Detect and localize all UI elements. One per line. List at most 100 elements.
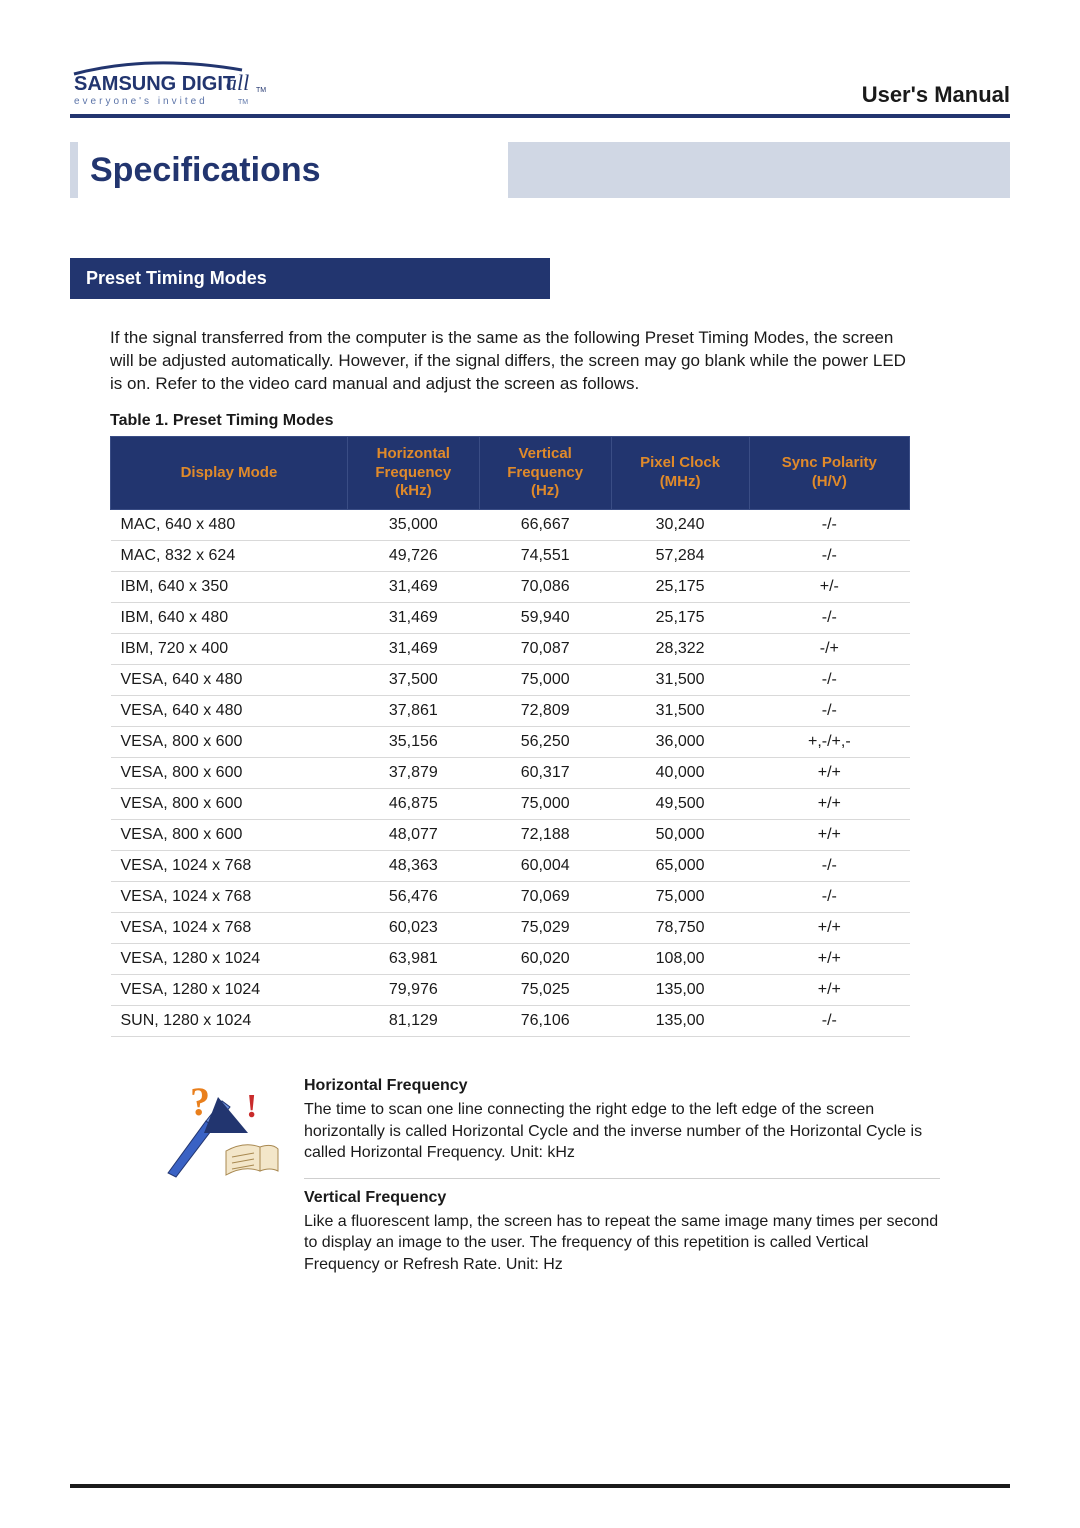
- table-row: SUN, 1280 x 102481,12976,106135,00-/-: [111, 1006, 910, 1037]
- brand-logo: SAMSUNG DIGIT all TM everyone's invited …: [70, 60, 280, 108]
- table-cell: 56,250: [479, 727, 611, 758]
- table-row: MAC, 832 x 62449,72674,55157,284-/-: [111, 541, 910, 572]
- table-cell: 135,00: [611, 975, 749, 1006]
- table-cell: 49,726: [347, 541, 479, 572]
- table-cell: 36,000: [611, 727, 749, 758]
- table-cell: 75,029: [479, 913, 611, 944]
- samsung-digitall-logo-icon: SAMSUNG DIGIT all TM everyone's invited …: [70, 60, 280, 108]
- section-intro: If the signal transferred from the compu…: [110, 327, 910, 396]
- table-cell: 31,469: [347, 634, 479, 665]
- table-cell: VESA, 800 x 600: [111, 789, 348, 820]
- table-header-cell: Sync Polarity(H/V): [749, 436, 909, 509]
- table-cell: 70,069: [479, 882, 611, 913]
- manual-title: User's Manual: [862, 82, 1010, 108]
- definitions-block: ? ! Horizontal FrequencyThe time to scan…: [160, 1077, 940, 1290]
- table-cell: VESA, 640 x 480: [111, 665, 348, 696]
- table-cell: MAC, 640 x 480: [111, 510, 348, 541]
- table-cell: 48,077: [347, 820, 479, 851]
- table-cell: 74,551: [479, 541, 611, 572]
- table-cell: +/+: [749, 975, 909, 1006]
- table-row: VESA, 1024 x 76848,36360,00465,000-/-: [111, 851, 910, 882]
- page-title: Specifications: [90, 151, 321, 190]
- page-header: SAMSUNG DIGIT all TM everyone's invited …: [70, 60, 1010, 118]
- table-cell: -/-: [749, 851, 909, 882]
- table-cell: 50,000: [611, 820, 749, 851]
- table-cell: -/-: [749, 541, 909, 572]
- table-cell: -/-: [749, 603, 909, 634]
- table-cell: 31,469: [347, 603, 479, 634]
- table-cell: VESA, 1024 x 768: [111, 913, 348, 944]
- table-cell: IBM, 640 x 350: [111, 572, 348, 603]
- table-cell: 75,000: [611, 882, 749, 913]
- table-cell: +/+: [749, 758, 909, 789]
- table-cell: 25,175: [611, 572, 749, 603]
- definition-separator: [304, 1178, 940, 1179]
- svg-text:?: ?: [190, 1079, 210, 1124]
- table-cell: 60,023: [347, 913, 479, 944]
- table-header-cell: HorizontalFrequency(kHz): [347, 436, 479, 509]
- table-cell: +/+: [749, 789, 909, 820]
- table-cell: 60,020: [479, 944, 611, 975]
- table-cell: 59,940: [479, 603, 611, 634]
- table-cell: 66,667: [479, 510, 611, 541]
- table-cell: 31,469: [347, 572, 479, 603]
- table-cell: +/+: [749, 820, 909, 851]
- table-cell: VESA, 640 x 480: [111, 696, 348, 727]
- table-cell: 60,317: [479, 758, 611, 789]
- table-row: VESA, 800 x 60046,87575,00049,500+/+: [111, 789, 910, 820]
- svg-text:all: all: [226, 70, 249, 95]
- timing-modes-table: Display ModeHorizontalFrequency(kHz)Vert…: [110, 436, 910, 1037]
- table-cell: VESA, 1024 x 768: [111, 882, 348, 913]
- title-bar: Specifications: [70, 142, 1010, 198]
- table-cell: 30,240: [611, 510, 749, 541]
- table-cell: -/-: [749, 1006, 909, 1037]
- table-cell: IBM, 640 x 480: [111, 603, 348, 634]
- table-caption: Table 1. Preset Timing Modes: [110, 412, 1010, 430]
- table-row: VESA, 1024 x 76860,02375,02978,750+/+: [111, 913, 910, 944]
- definitions-illustration-icon: ? !: [160, 1077, 280, 1290]
- table-cell: 60,004: [479, 851, 611, 882]
- table-row: MAC, 640 x 48035,00066,66730,240-/-: [111, 510, 910, 541]
- definition-title: Vertical Frequency: [304, 1189, 940, 1207]
- table-row: VESA, 640 x 48037,50075,00031,500-/-: [111, 665, 910, 696]
- table-cell: 78,750: [611, 913, 749, 944]
- table-row: VESA, 1280 x 102479,97675,025135,00+/+: [111, 975, 910, 1006]
- table-cell: 40,000: [611, 758, 749, 789]
- table-cell: 72,809: [479, 696, 611, 727]
- table-cell: 28,322: [611, 634, 749, 665]
- table-cell: 65,000: [611, 851, 749, 882]
- table-cell: +/+: [749, 913, 909, 944]
- table-row: VESA, 1280 x 102463,98160,020108,00+/+: [111, 944, 910, 975]
- table-cell: 79,976: [347, 975, 479, 1006]
- table-cell: 135,00: [611, 1006, 749, 1037]
- table-row: IBM, 640 x 48031,46959,94025,175-/-: [111, 603, 910, 634]
- table-cell: VESA, 1024 x 768: [111, 851, 348, 882]
- table-row: VESA, 640 x 48037,86172,80931,500-/-: [111, 696, 910, 727]
- table-row: VESA, 800 x 60048,07772,18850,000+/+: [111, 820, 910, 851]
- table-row: IBM, 720 x 40031,46970,08728,322-/+: [111, 634, 910, 665]
- table-cell: 37,861: [347, 696, 479, 727]
- table-cell: SUN, 1280 x 1024: [111, 1006, 348, 1037]
- footer-divider: [70, 1484, 1010, 1488]
- table-cell: 108,00: [611, 944, 749, 975]
- table-row: VESA, 800 x 60035,15656,25036,000+,-/+,-: [111, 727, 910, 758]
- table-cell: VESA, 1280 x 1024: [111, 944, 348, 975]
- section-header: Preset Timing Modes: [70, 258, 550, 299]
- table-cell: 31,500: [611, 696, 749, 727]
- table-cell: 70,087: [479, 634, 611, 665]
- table-cell: IBM, 720 x 400: [111, 634, 348, 665]
- table-header-cell: Pixel Clock(MHz): [611, 436, 749, 509]
- definition-item: Horizontal FrequencyThe time to scan one…: [304, 1077, 940, 1164]
- table-cell: 35,156: [347, 727, 479, 758]
- table-cell: +/-: [749, 572, 909, 603]
- svg-text:!: !: [246, 1088, 257, 1125]
- table-cell: +/+: [749, 944, 909, 975]
- table-row: VESA, 800 x 60037,87960,31740,000+/+: [111, 758, 910, 789]
- table-header-cell: VerticalFrequency(Hz): [479, 436, 611, 509]
- svg-text:everyone's invited: everyone's invited: [74, 96, 208, 107]
- table-cell: 63,981: [347, 944, 479, 975]
- table-cell: VESA, 1280 x 1024: [111, 975, 348, 1006]
- table-header-row: Display ModeHorizontalFrequency(kHz)Vert…: [111, 436, 910, 509]
- table-cell: 49,500: [611, 789, 749, 820]
- table-cell: 35,000: [347, 510, 479, 541]
